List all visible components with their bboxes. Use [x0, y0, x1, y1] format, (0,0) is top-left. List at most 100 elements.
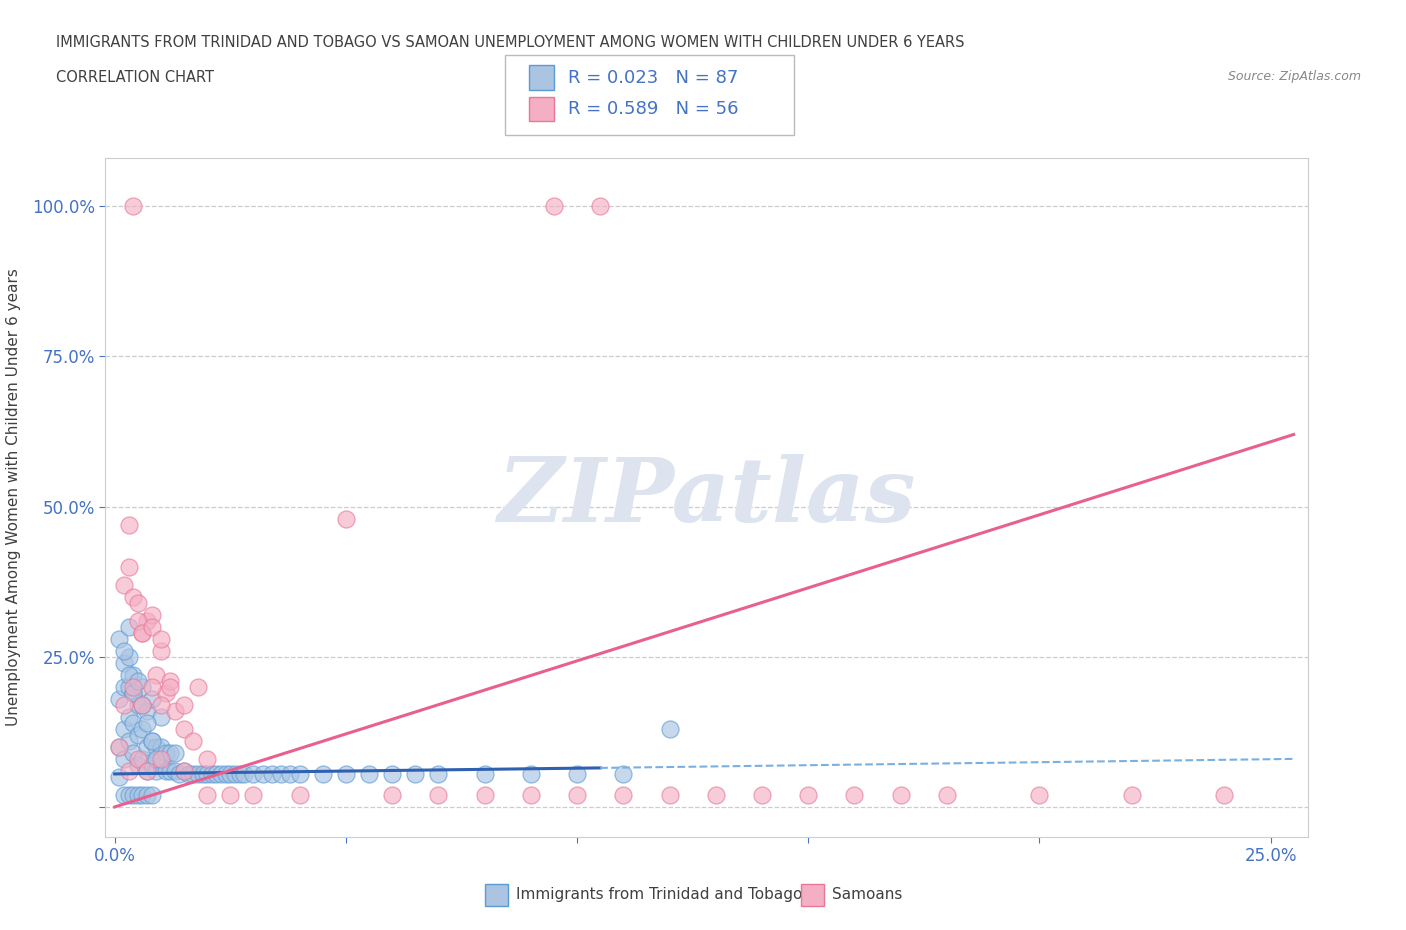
Point — [658, 788, 681, 803]
Point — [312, 766, 335, 781]
Point — [219, 788, 242, 803]
Point — [117, 710, 139, 724]
Point — [112, 722, 135, 737]
Point — [159, 764, 181, 778]
Point — [163, 703, 186, 718]
Point — [181, 734, 204, 749]
Point — [145, 668, 167, 683]
Text: ZIPatlas: ZIPatlas — [498, 454, 915, 541]
Point — [520, 766, 543, 781]
Point — [205, 766, 228, 781]
Point — [141, 607, 163, 622]
Point — [890, 788, 912, 803]
Text: R = 0.589   N = 56: R = 0.589 N = 56 — [568, 100, 738, 118]
Point — [131, 722, 153, 737]
Point — [141, 679, 163, 694]
Point — [474, 788, 496, 803]
Point — [127, 788, 149, 803]
Point — [173, 698, 195, 712]
Point — [270, 766, 292, 781]
Point — [209, 766, 232, 781]
Point — [145, 764, 167, 778]
Y-axis label: Unemployment Among Women with Children Under 6 years: Unemployment Among Women with Children U… — [6, 269, 21, 726]
Point — [141, 734, 163, 749]
Point — [136, 764, 159, 778]
Point — [155, 746, 177, 761]
Point — [242, 766, 264, 781]
Point — [122, 685, 145, 700]
Point — [117, 734, 139, 749]
Point — [141, 691, 163, 706]
Point — [195, 751, 218, 766]
Point — [474, 766, 496, 781]
Point — [131, 698, 153, 712]
Point — [131, 698, 153, 712]
Point — [169, 766, 191, 781]
Point — [520, 788, 543, 803]
Point — [1028, 788, 1050, 803]
Point — [260, 766, 283, 781]
Point — [1213, 788, 1236, 803]
Point — [117, 619, 139, 634]
Point — [149, 698, 172, 712]
Point — [252, 766, 274, 781]
Point — [117, 668, 139, 683]
Point — [112, 751, 135, 766]
Point — [108, 769, 131, 784]
Point — [612, 766, 634, 781]
Point — [427, 788, 450, 803]
Point — [155, 764, 177, 778]
Point — [181, 766, 204, 781]
Point — [131, 751, 153, 766]
Point — [589, 199, 612, 214]
Point — [335, 512, 357, 526]
Text: Samoans: Samoans — [832, 887, 903, 902]
Point — [191, 766, 214, 781]
Point — [658, 722, 681, 737]
Text: R = 0.023   N = 87: R = 0.023 N = 87 — [568, 69, 738, 86]
Point — [427, 766, 450, 781]
Point — [177, 766, 200, 781]
Point — [288, 788, 311, 803]
Point — [149, 751, 172, 766]
Point — [117, 764, 139, 778]
Point — [228, 766, 250, 781]
Point — [108, 631, 131, 646]
Point — [163, 746, 186, 761]
Point — [195, 766, 218, 781]
Point — [127, 613, 149, 628]
Point — [612, 788, 634, 803]
Point — [108, 739, 131, 754]
Point — [195, 788, 218, 803]
Point — [112, 679, 135, 694]
Point — [122, 590, 145, 604]
Point — [112, 698, 135, 712]
Point — [117, 517, 139, 532]
Point — [131, 625, 153, 640]
Point — [149, 757, 172, 772]
Point — [224, 766, 246, 781]
Point — [122, 668, 145, 683]
Point — [149, 644, 172, 658]
Point — [136, 788, 159, 803]
Point — [122, 788, 145, 803]
Point — [127, 698, 149, 712]
Point — [127, 673, 149, 688]
Point — [149, 710, 172, 724]
Point — [117, 788, 139, 803]
Point — [233, 766, 256, 781]
Point — [935, 788, 957, 803]
Point — [187, 679, 209, 694]
Point — [112, 788, 135, 803]
Point — [335, 766, 357, 781]
Point — [108, 739, 131, 754]
Point — [214, 766, 236, 781]
Text: CORRELATION CHART: CORRELATION CHART — [56, 70, 214, 85]
Point — [127, 757, 149, 772]
Text: Source: ZipAtlas.com: Source: ZipAtlas.com — [1227, 70, 1361, 83]
Point — [173, 722, 195, 737]
Point — [1121, 788, 1143, 803]
Point — [844, 788, 866, 803]
Point — [357, 766, 380, 781]
Point — [122, 746, 145, 761]
